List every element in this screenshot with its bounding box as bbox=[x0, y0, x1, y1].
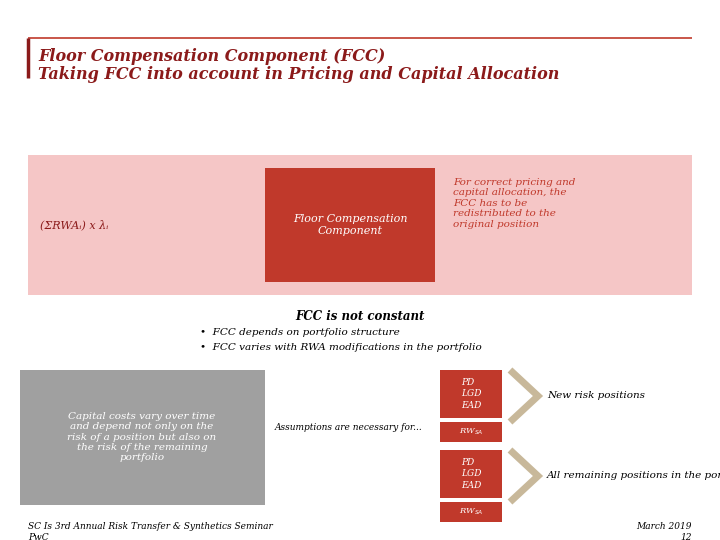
Text: •  FCC depends on portfolio structure: • FCC depends on portfolio structure bbox=[200, 328, 400, 337]
Text: •  FCC varies with RWA modifications in the portfolio: • FCC varies with RWA modifications in t… bbox=[200, 343, 482, 352]
Bar bbox=[440, 422, 502, 442]
Bar bbox=[28, 155, 692, 295]
Text: RW$_{SA}$: RW$_{SA}$ bbox=[459, 427, 483, 437]
Text: Assumptions are necessary for...: Assumptions are necessary for... bbox=[275, 423, 423, 433]
Text: RW$_{SA}$: RW$_{SA}$ bbox=[459, 507, 483, 517]
Text: PD
LGD
EAD: PD LGD EAD bbox=[461, 458, 481, 490]
Text: Floor Compensation
Component: Floor Compensation Component bbox=[293, 214, 408, 236]
Text: New risk positions: New risk positions bbox=[547, 392, 645, 401]
Text: SC Is 3rd Annual Risk Transfer & Synthetics Seminar: SC Is 3rd Annual Risk Transfer & Synthet… bbox=[28, 522, 273, 531]
Bar bbox=[265, 168, 435, 282]
Bar bbox=[440, 450, 502, 498]
Text: PD
LGD
EAD: PD LGD EAD bbox=[461, 379, 481, 410]
Text: 12: 12 bbox=[680, 533, 692, 540]
Text: Capital costs vary over time
and depend not only on the
risk of a position but a: Capital costs vary over time and depend … bbox=[68, 411, 217, 462]
Text: PwC: PwC bbox=[28, 533, 49, 540]
Text: March 2019: March 2019 bbox=[636, 522, 692, 531]
Bar bbox=[440, 502, 502, 522]
Text: FCC is not constant: FCC is not constant bbox=[295, 310, 425, 323]
Text: Taking FCC into account in Pricing and Capital Allocation: Taking FCC into account in Pricing and C… bbox=[38, 66, 559, 83]
Bar bbox=[440, 370, 502, 418]
Text: All remaining positions in the portfolio: All remaining positions in the portfolio bbox=[547, 471, 720, 481]
Text: Floor Compensation Component (FCC): Floor Compensation Component (FCC) bbox=[38, 48, 385, 65]
Text: For correct pricing and
capital allocation, the
FCC has to be
redistributed to t: For correct pricing and capital allocati… bbox=[453, 178, 575, 228]
Bar bbox=[20, 370, 265, 505]
Text: (ΣRWAᵢ) x λᵢ: (ΣRWAᵢ) x λᵢ bbox=[40, 220, 109, 231]
